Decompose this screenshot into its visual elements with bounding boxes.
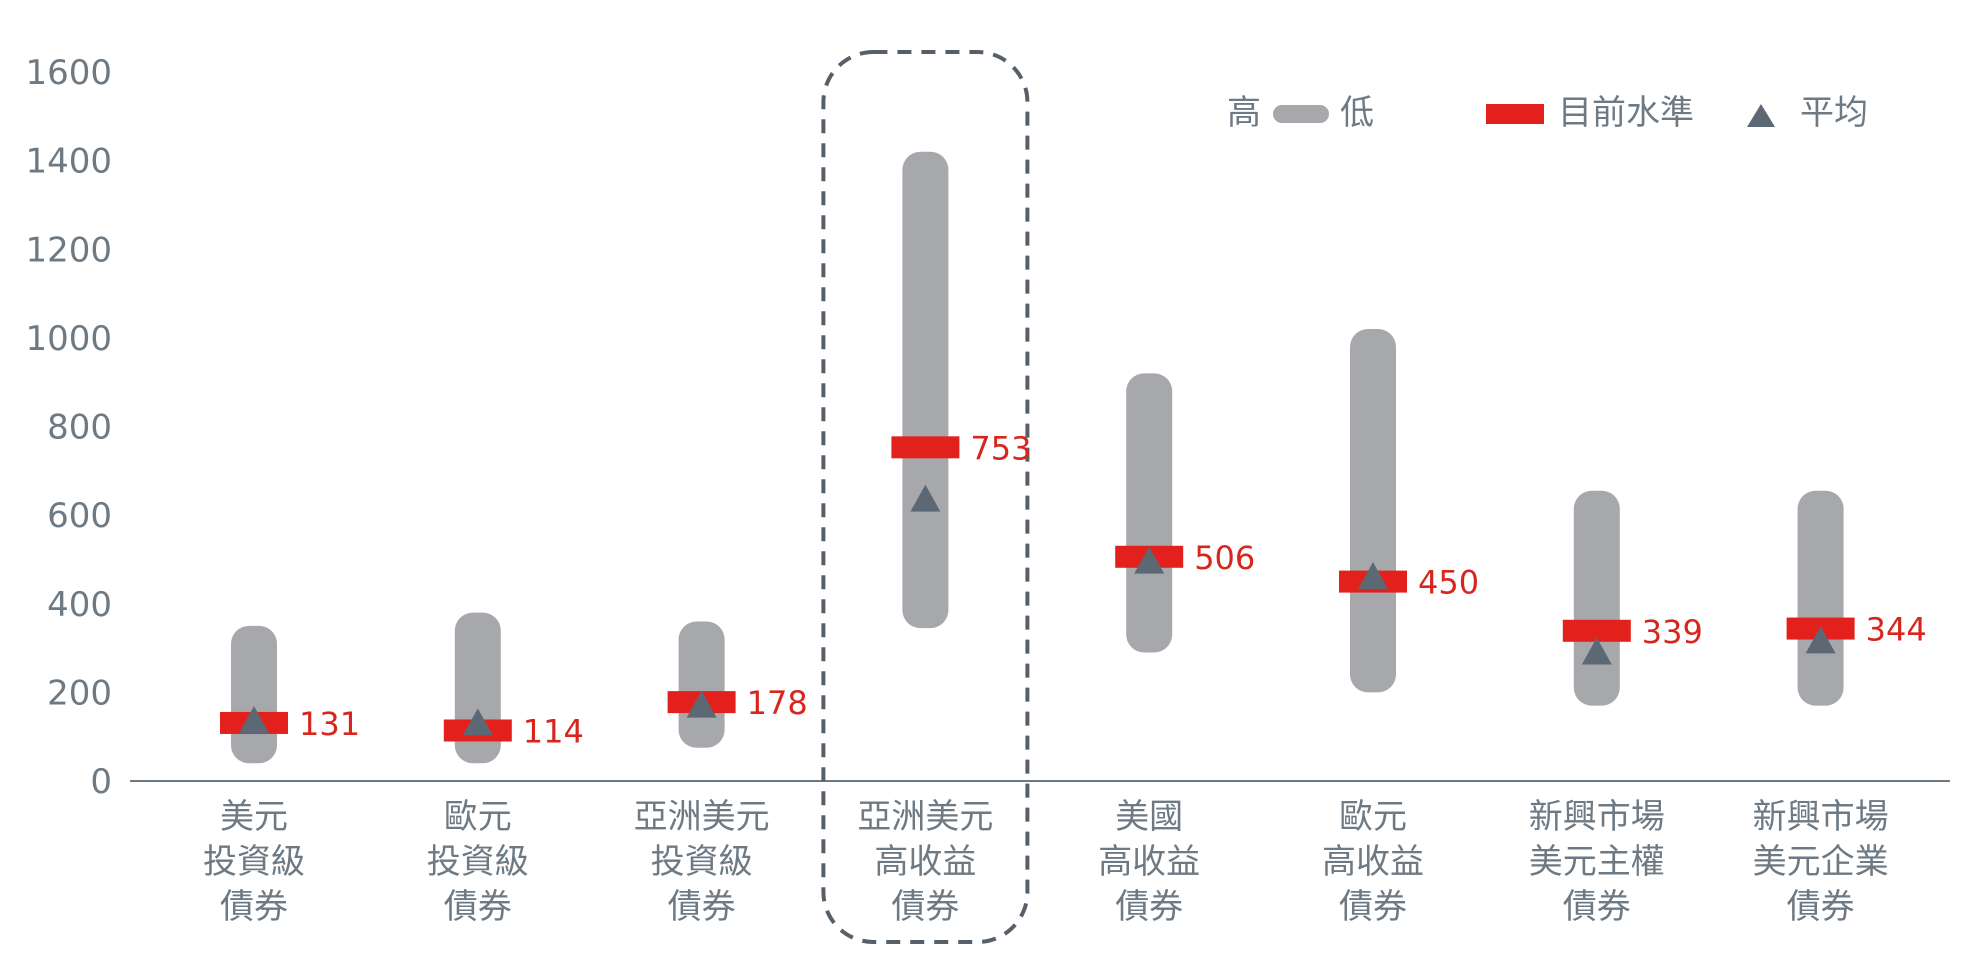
category-label: 高收益 bbox=[874, 842, 976, 882]
category-label: 歐元 bbox=[1339, 797, 1407, 837]
category-label: 亞洲美元 bbox=[857, 797, 993, 837]
legend: 高 低 目前水準 平均 bbox=[1227, 93, 1868, 133]
category-label: 債券 bbox=[1115, 887, 1183, 927]
current-value-label: 114 bbox=[523, 712, 584, 750]
average-marker bbox=[1358, 562, 1388, 590]
legend-low-label: 低 bbox=[1340, 93, 1374, 133]
y-tick-label: 400 bbox=[47, 585, 112, 625]
category-label: 新興市場 bbox=[1529, 797, 1665, 837]
y-tick-label: 1200 bbox=[25, 230, 112, 270]
y-tick-label: 1600 bbox=[25, 53, 112, 93]
category-label: 債券 bbox=[220, 887, 288, 927]
highlight-box bbox=[821, 50, 1030, 944]
current-level-bar bbox=[1562, 619, 1631, 642]
current-value-label: 753 bbox=[970, 429, 1031, 467]
y-tick-label: 200 bbox=[47, 673, 112, 713]
category-label: 投資級 bbox=[651, 842, 753, 882]
chart-marks: 131 114 178 753 506 450 339 344 bbox=[220, 151, 1927, 764]
category-label: 債券 bbox=[1563, 887, 1631, 927]
y-tick-label: 1000 bbox=[25, 319, 112, 359]
range-bar bbox=[1350, 329, 1396, 693]
average-marker bbox=[239, 706, 269, 734]
range-bar bbox=[678, 621, 725, 748]
category-label: 高收益 bbox=[1322, 842, 1424, 882]
y-tick-label: 800 bbox=[47, 408, 112, 448]
range-bar bbox=[902, 151, 949, 629]
current-value-label: 344 bbox=[1866, 611, 1927, 649]
current-value-label: 339 bbox=[1642, 613, 1703, 651]
y-axis: 0 200 400 600 800 1000 1200 1400 1600 bbox=[25, 53, 112, 802]
average-marker bbox=[1134, 546, 1165, 574]
current-value-label: 450 bbox=[1418, 564, 1479, 602]
category-label: 債券 bbox=[444, 887, 512, 927]
current-value-label: 178 bbox=[747, 684, 808, 722]
range-bar bbox=[1797, 490, 1844, 706]
category-label: 債券 bbox=[891, 887, 959, 927]
category-label: 投資級 bbox=[203, 842, 305, 882]
legend-average-label: 平均 bbox=[1800, 93, 1868, 133]
legend-current-label: 目前水準 bbox=[1558, 93, 1694, 133]
legend-range-swatch bbox=[1273, 105, 1329, 123]
current-value-label: 506 bbox=[1194, 539, 1255, 577]
current-level-bar bbox=[891, 436, 960, 459]
average-marker bbox=[686, 690, 717, 718]
category-label: 投資級 bbox=[427, 842, 529, 882]
range-bar bbox=[1573, 490, 1620, 706]
y-tick-label: 600 bbox=[47, 496, 112, 536]
average-marker bbox=[910, 484, 941, 512]
category-label: 債券 bbox=[668, 887, 736, 927]
category-label: 債券 bbox=[1787, 887, 1855, 927]
average-marker bbox=[1805, 626, 1836, 654]
legend-high-label: 高 bbox=[1227, 93, 1261, 133]
category-label: 債券 bbox=[1339, 887, 1407, 927]
y-tick-label: 1400 bbox=[25, 142, 112, 182]
legend-current-swatch bbox=[1486, 104, 1544, 124]
category-label: 歐元 bbox=[444, 797, 512, 837]
category-label: 高收益 bbox=[1098, 842, 1200, 882]
category-label: 亞洲美元 bbox=[634, 797, 770, 837]
y-tick-label: 0 bbox=[90, 762, 112, 802]
category-label: 美元主權 bbox=[1529, 842, 1665, 882]
range-bar bbox=[1126, 373, 1173, 653]
average-marker bbox=[462, 708, 493, 736]
range-bar bbox=[231, 625, 277, 764]
category-label: 美元企業 bbox=[1753, 842, 1889, 882]
current-value-label: 131 bbox=[299, 705, 360, 743]
category-label: 美元 bbox=[220, 797, 288, 837]
average-marker bbox=[1581, 637, 1612, 665]
category-label: 新興市場 bbox=[1753, 797, 1889, 837]
category-label: 美國 bbox=[1115, 797, 1183, 837]
legend-average-icon bbox=[1747, 104, 1775, 127]
